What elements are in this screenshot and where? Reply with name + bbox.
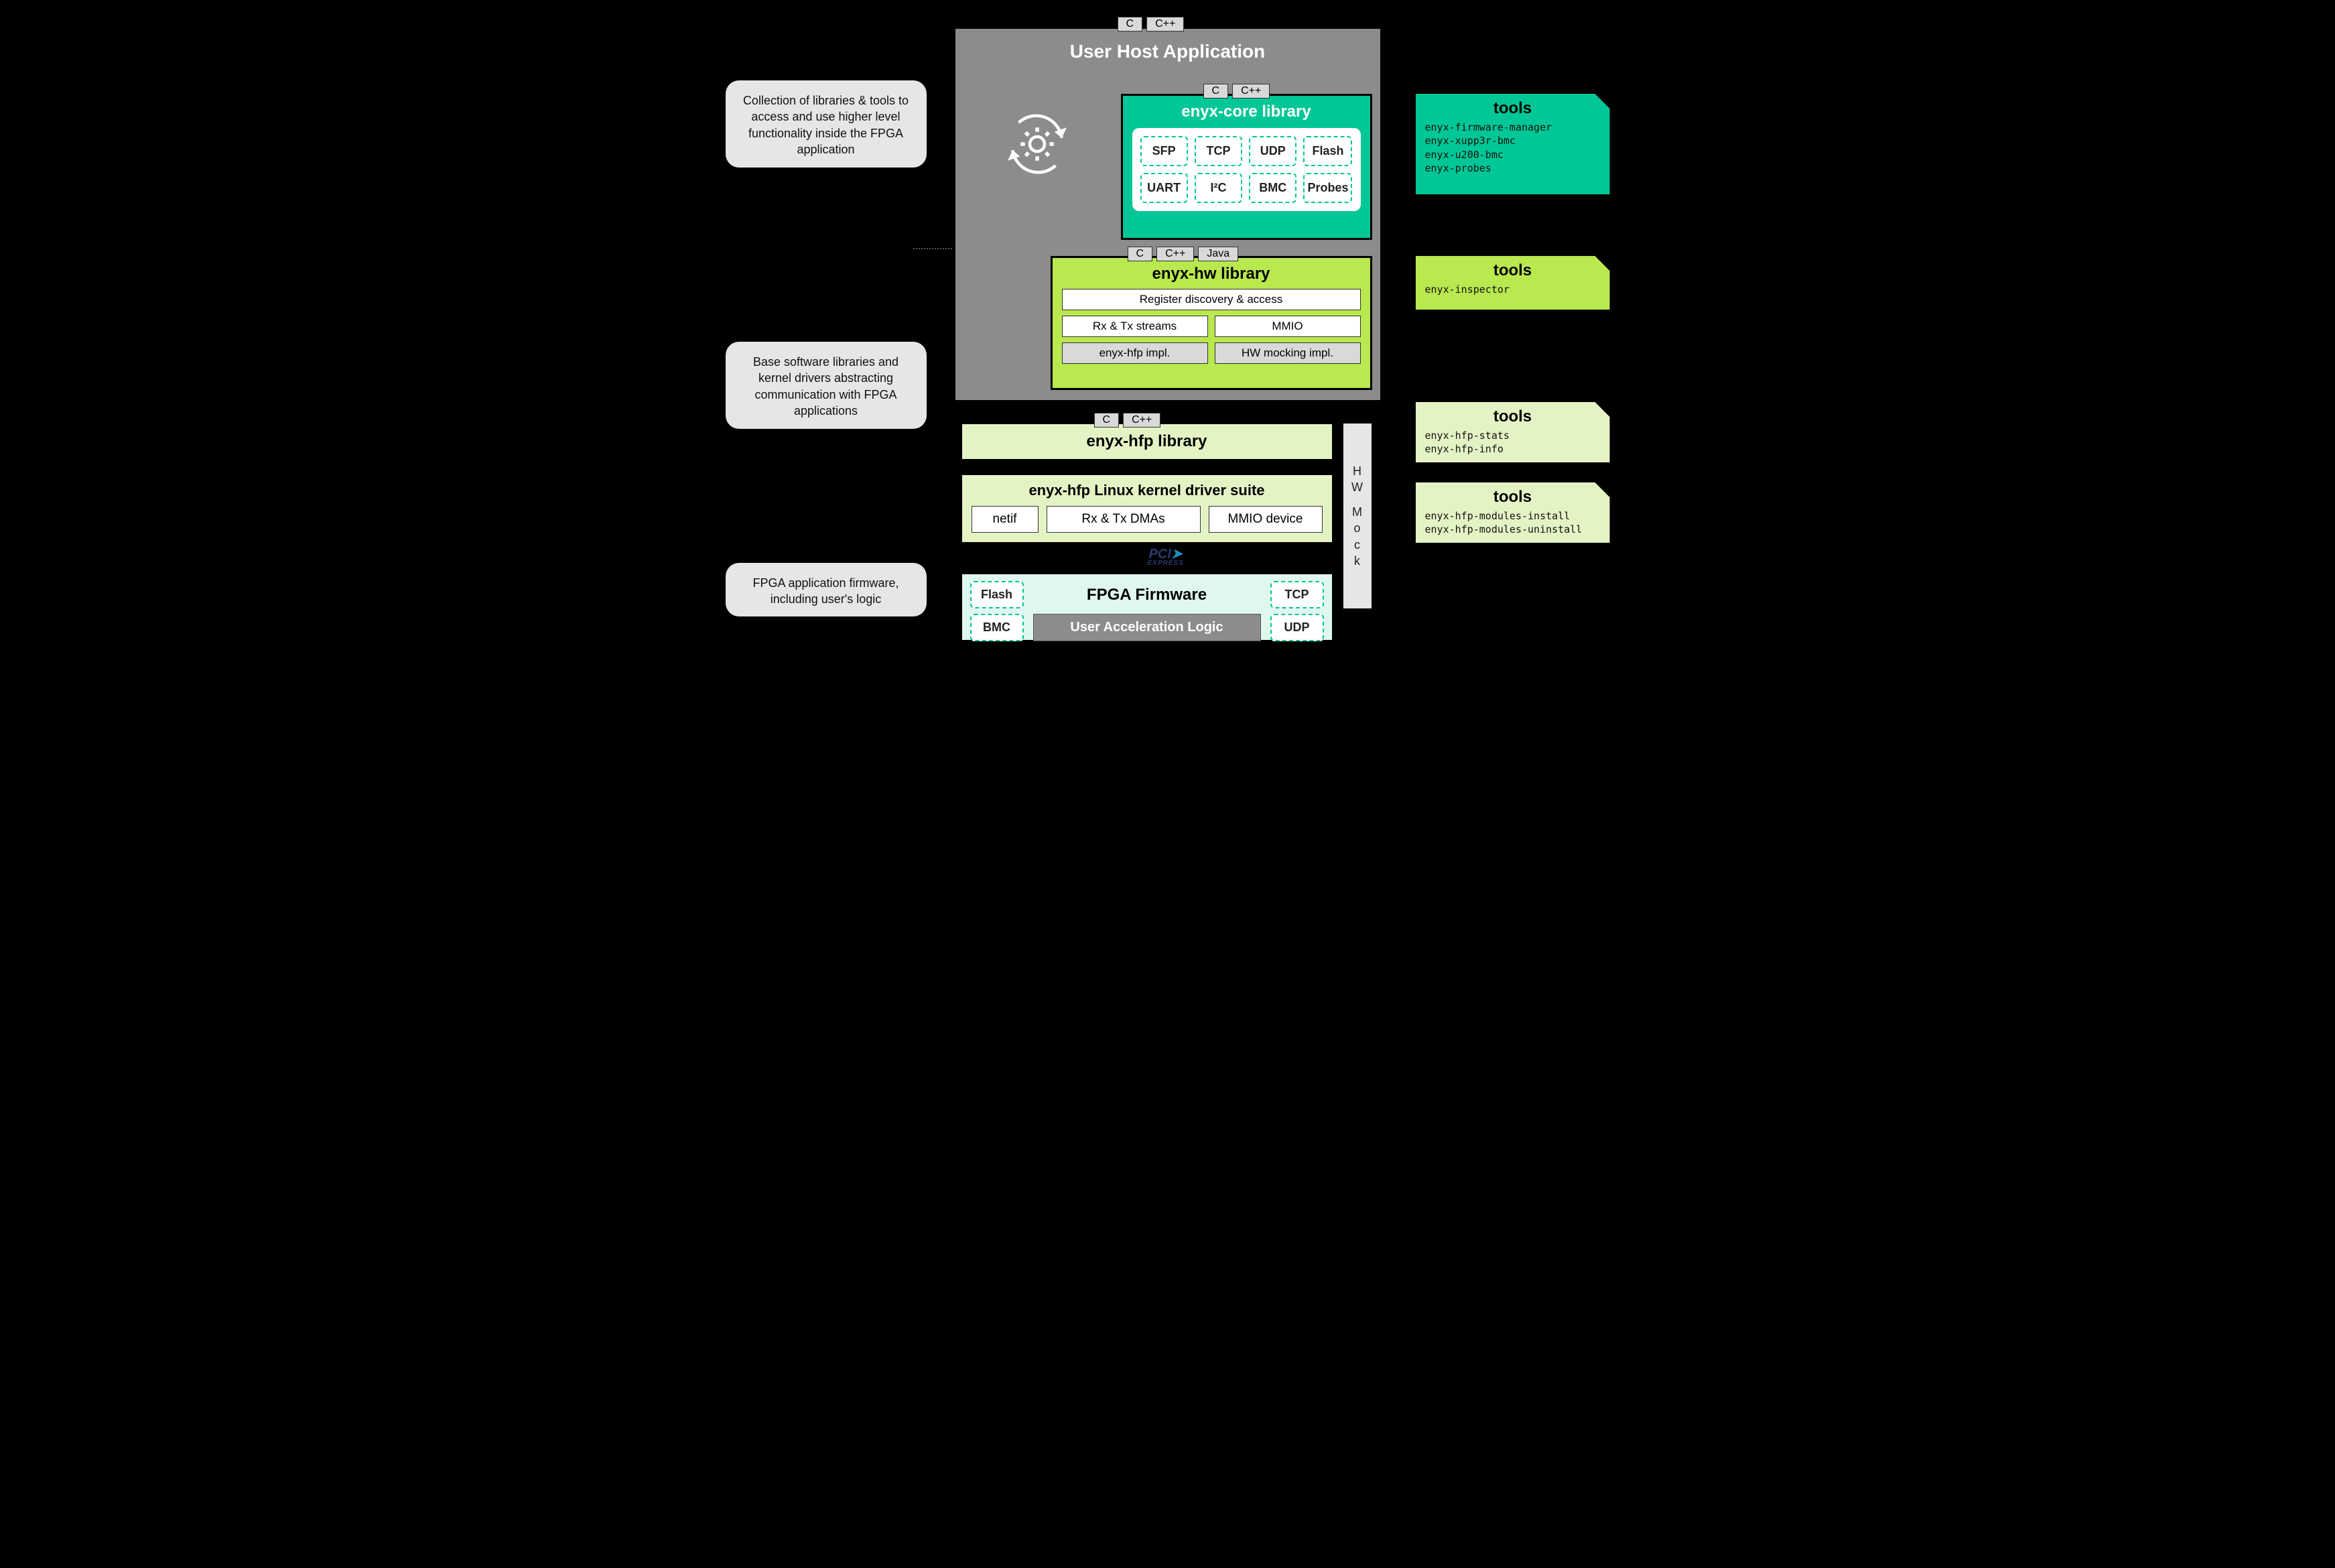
hw-mocking-impl: HW mocking impl. — [1215, 342, 1361, 364]
hw-register-discovery: Register discovery & access — [1062, 289, 1361, 310]
module-tcp: TCP — [1195, 136, 1242, 166]
lang-cpp: C++ — [1123, 413, 1160, 428]
tools-title: tools — [1425, 488, 1601, 507]
kernel-netif: netif — [972, 506, 1039, 533]
tools-title: tools — [1425, 99, 1601, 118]
lang-cpp: C++ — [1232, 84, 1270, 99]
pci-line2: EXPRESS — [1148, 560, 1184, 566]
lang-c: C — [1094, 413, 1120, 428]
hw-rx-tx-streams: Rx & Tx streams — [1062, 316, 1208, 337]
enyx-hfp-box: enyx-hfp library — [960, 422, 1334, 461]
enyx-hfp-title: enyx-hfp library — [1086, 432, 1207, 451]
diagram-canvas: Collection of libraries & tools to acces… — [706, 13, 1630, 643]
lang-c: C — [1128, 247, 1153, 261]
enyx-hw-title: enyx-hw library — [1053, 258, 1370, 289]
lang-c: C — [1118, 17, 1143, 31]
fpga-udp: UDP — [1270, 614, 1324, 641]
module-probes: Probes — [1303, 173, 1352, 203]
gear-cycle-icon — [1000, 107, 1074, 184]
lang-c: C — [1203, 84, 1229, 99]
tools-panel-core: tools enyx-firmware-manager enyx-xupp3r-… — [1416, 94, 1610, 194]
module-bmc: BMC — [1249, 173, 1296, 203]
lang-java: Java — [1198, 247, 1238, 261]
kernel-driver-suite-box: enyx-hfp Linux kernel driver suite netif… — [960, 473, 1334, 544]
desc-libraries: Collection of libraries & tools to acces… — [726, 80, 927, 168]
desc-base-software: Base software libraries and kernel drive… — [726, 342, 927, 429]
fpga-flash: Flash — [970, 581, 1024, 608]
module-uart: UART — [1140, 173, 1188, 203]
module-i2c: I²C — [1195, 173, 1242, 203]
kernel-rx-tx-dmas: Rx & Tx DMAs — [1047, 506, 1201, 533]
fpga-user-acceleration: User Acceleration Logic — [1033, 614, 1261, 641]
kernel-mmio-device: MMIO device — [1209, 506, 1323, 533]
enyx-core-modules: SFP TCP UDP Flash UART I²C BMC Probes — [1132, 128, 1361, 211]
enyx-hfp-lang-tags: C C++ — [1094, 413, 1161, 428]
tools-panel-hw: tools enyx-inspector — [1416, 256, 1610, 310]
module-sfp: SFP — [1140, 136, 1188, 166]
tools-hw-list: enyx-inspector — [1425, 283, 1601, 296]
user-host-title: User Host Application — [955, 29, 1380, 62]
tools-core-list: enyx-firmware-manager enyx-xupp3r-bmc en… — [1425, 121, 1601, 175]
user-host-lang-tags: C C++ — [1118, 17, 1185, 31]
enyx-hw-box: enyx-hw library Register discovery & acc… — [1051, 256, 1372, 390]
tools-panel-modules: tools enyx-hfp-modules-install enyx-hfp-… — [1416, 482, 1610, 543]
hw-mmio: MMIO — [1215, 316, 1361, 337]
enyx-core-lang-tags: C C++ — [1203, 84, 1270, 99]
desc-fpga-firmware: FPGA application firmware, including use… — [726, 563, 927, 616]
hw-enyx-hfp-impl: enyx-hfp impl. — [1062, 342, 1208, 364]
tools-panel-hfp: tools enyx-hfp-stats enyx-hfp-info — [1416, 402, 1610, 462]
fpga-bmc: BMC — [970, 614, 1024, 641]
tools-title: tools — [1425, 261, 1601, 280]
tools-hfp-list: enyx-hfp-stats enyx-hfp-info — [1425, 429, 1601, 456]
pci-line1: PCI➤ — [1148, 548, 1184, 560]
pci-express-label: PCI➤ EXPRESS — [1148, 548, 1184, 566]
enyx-hw-lang-tags: C C++ Java — [1128, 247, 1239, 261]
enyx-core-box: enyx-core library SFP TCP UDP Flash UART… — [1121, 94, 1372, 240]
module-flash: Flash — [1303, 136, 1352, 166]
fpga-tcp: TCP — [1270, 581, 1324, 608]
enyx-core-title: enyx-core library — [1123, 96, 1370, 128]
tools-title: tools — [1425, 407, 1601, 426]
tools-modules-list: enyx-hfp-modules-install enyx-hfp-module… — [1425, 509, 1601, 537]
hw-mock-bar: HWMock — [1342, 422, 1373, 610]
lang-cpp: C++ — [1146, 17, 1184, 31]
fpga-title: FPGA Firmware — [1033, 586, 1261, 604]
fpga-firmware-box: Flash FPGA Firmware TCP BMC User Acceler… — [960, 572, 1334, 642]
lang-cpp: C++ — [1156, 247, 1194, 261]
kernel-title: enyx-hfp Linux kernel driver suite — [972, 482, 1323, 499]
module-udp: UDP — [1249, 136, 1296, 166]
